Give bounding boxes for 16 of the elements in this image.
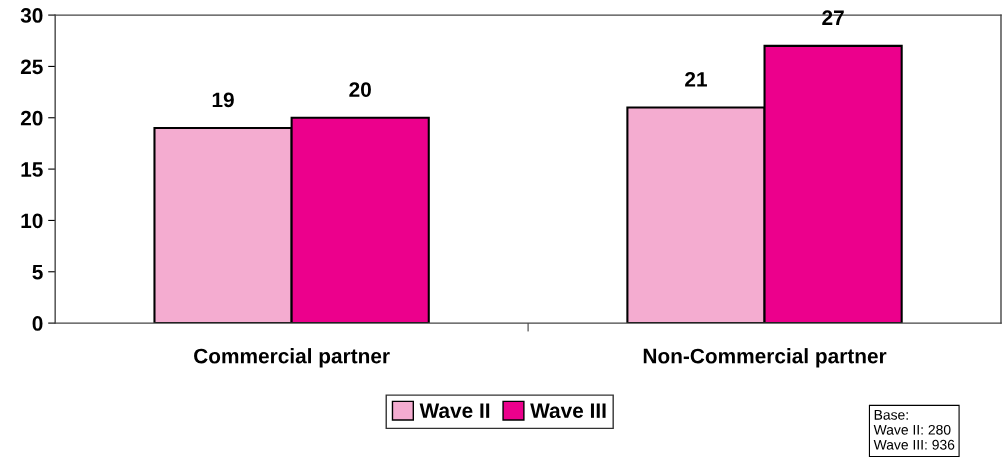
y-tick-label: 15 [21, 162, 43, 177]
data-label: 21 [685, 71, 707, 87]
y-tick-label: 0 [32, 316, 43, 331]
data-label: 27 [822, 10, 844, 25]
text: Base: Wave II: 280 Wave III: 936 [873, 410, 955, 450]
y-tick-label: 20 [20, 110, 43, 126]
x-tick-label: Non-Commercial partner [643, 348, 887, 368]
x-tick-label: Commercial partner [194, 348, 390, 368]
data-label: 20 [349, 82, 371, 97]
legend-label: Wave III [530, 403, 606, 419]
data-label: 19 [212, 92, 234, 108]
y-tick-label: 5 [32, 264, 43, 280]
legend-label: Wave II [419, 403, 490, 419]
y-tick-label: 30 [20, 8, 43, 23]
y-tick-label: 25 [20, 59, 43, 75]
y-tick-label: 10 [21, 213, 43, 229]
